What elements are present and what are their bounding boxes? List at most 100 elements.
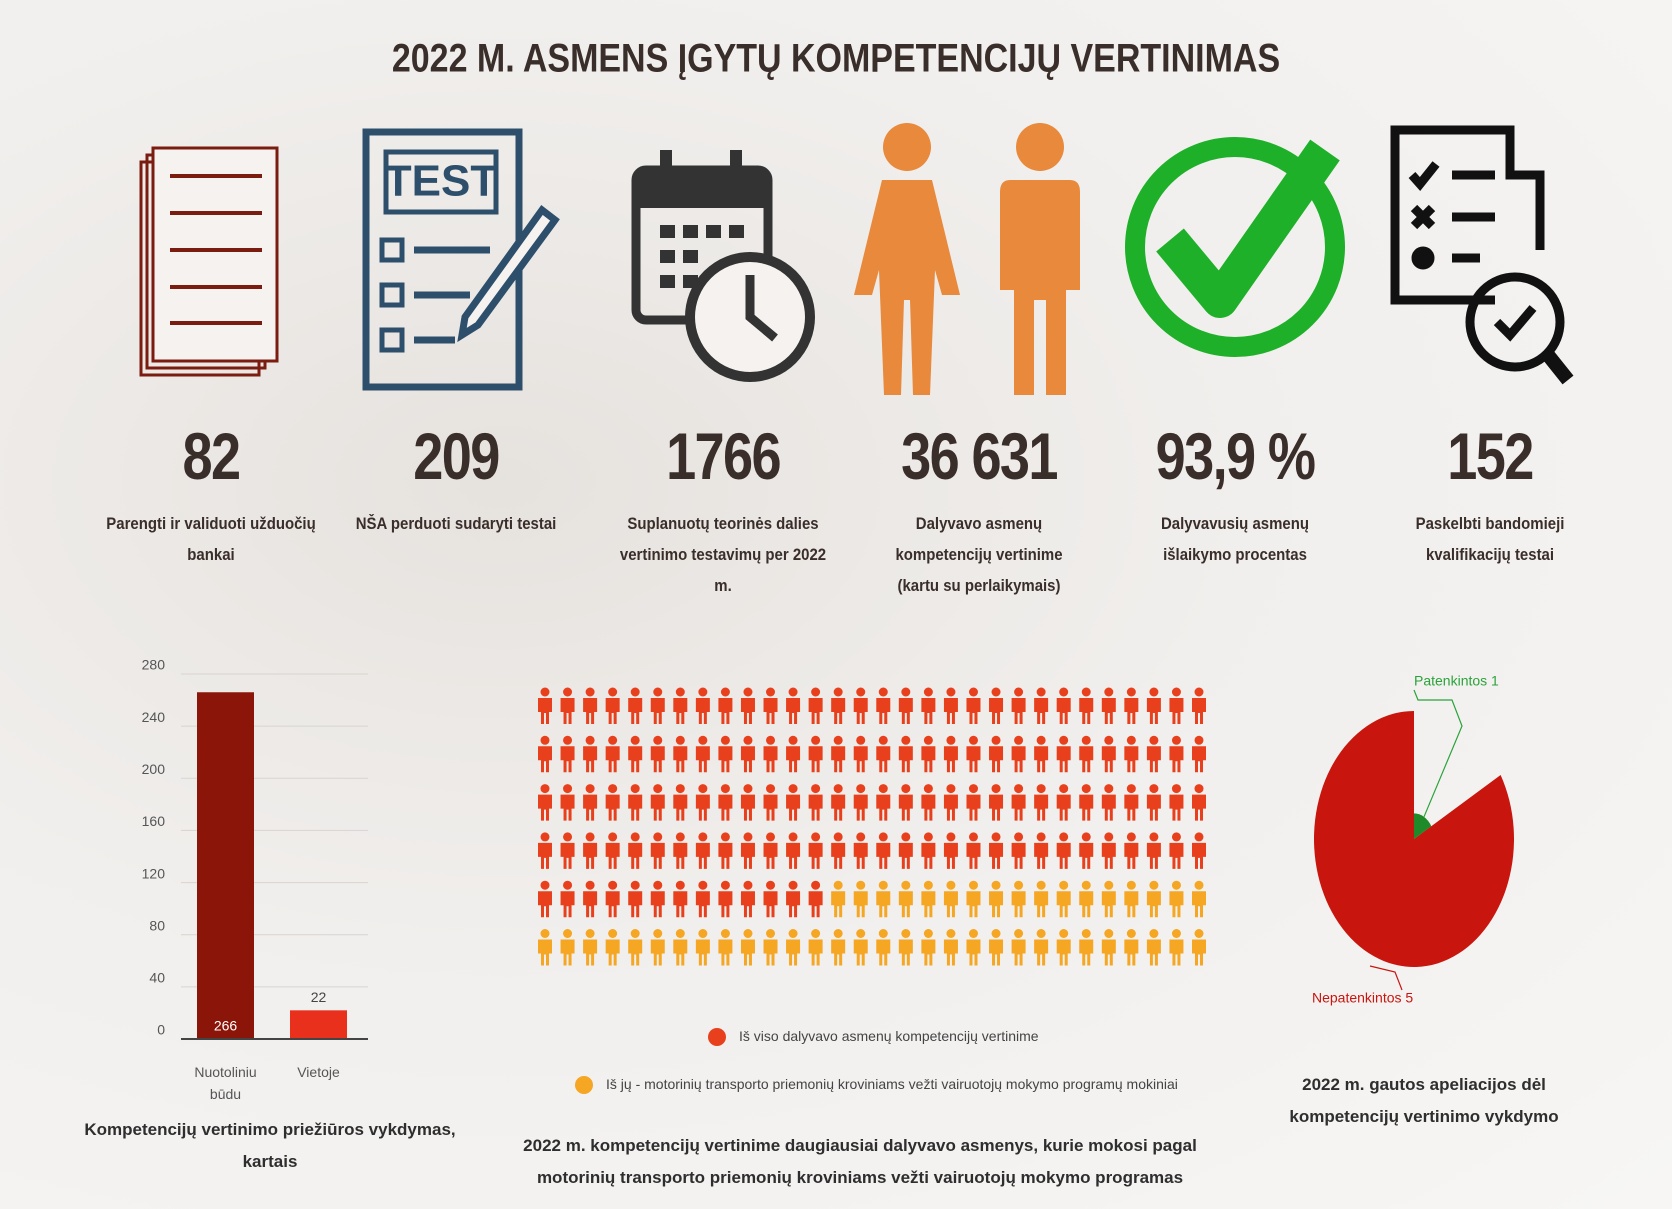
person-icon [560, 784, 575, 821]
person-head [766, 784, 776, 794]
person-body [560, 794, 575, 821]
person-icon [1011, 880, 1026, 918]
person-icon [560, 735, 575, 773]
person-body [966, 794, 981, 821]
person-icon [560, 880, 575, 918]
person-icon [808, 832, 823, 869]
person-body [943, 794, 958, 821]
person-body [921, 794, 936, 821]
person-body [650, 746, 665, 773]
person-body [1011, 794, 1026, 821]
person-icon [989, 832, 1004, 869]
person-head [1036, 880, 1046, 890]
stat-label: Suplanuotų teorinės dalies vertinimo tes… [619, 514, 827, 595]
person-head [878, 832, 888, 842]
person-head [1014, 687, 1024, 697]
person-head [788, 687, 798, 697]
person-body [673, 698, 688, 724]
person-head [901, 880, 911, 890]
legend-dot [708, 1028, 726, 1046]
person-head [563, 784, 573, 794]
person-body [605, 891, 620, 918]
person-icon [718, 735, 733, 773]
person-head [766, 832, 776, 842]
person-head [811, 735, 821, 745]
person-body [943, 891, 958, 918]
person-icon [673, 735, 688, 773]
stat-label: Dalyvavo asmenų kompetencijų vertinime (… [895, 514, 1063, 595]
person-icon [695, 735, 710, 773]
person-icon [786, 832, 801, 869]
person-icon [1192, 929, 1206, 966]
person-icon [628, 929, 643, 966]
person-head [856, 880, 866, 890]
person-body [560, 746, 575, 773]
person-head [856, 929, 866, 938]
person-body [1056, 842, 1071, 869]
person-icon [831, 929, 846, 966]
person-icon [1056, 784, 1071, 821]
leader-line [1369, 965, 1403, 991]
person-body [718, 746, 733, 773]
person-head [720, 687, 730, 697]
person-icon [1169, 880, 1184, 918]
person-icon [1124, 687, 1139, 724]
stat-value: 209 [413, 419, 500, 493]
person-head [1171, 687, 1181, 697]
person-head [653, 784, 663, 794]
person-body [628, 746, 643, 773]
person-head [991, 832, 1001, 842]
person-body [740, 842, 755, 869]
person-body [786, 794, 801, 821]
person-head [653, 832, 663, 842]
person-body [673, 746, 688, 773]
person-icon [583, 735, 598, 773]
person-icon [1192, 832, 1206, 869]
stat: 209 NŠA perduoti sudaryti testai [336, 418, 576, 539]
person-icon [1079, 735, 1094, 773]
person-head [923, 880, 933, 890]
person-body [1101, 939, 1116, 966]
person-head [1081, 832, 1091, 842]
person-head [608, 832, 618, 842]
person-icon [1034, 832, 1049, 869]
person-body [853, 746, 868, 773]
person-icon [740, 687, 755, 724]
y-tick-label: 160 [142, 813, 166, 829]
person-head [946, 832, 956, 842]
person-head [720, 735, 730, 745]
person-body [763, 698, 778, 724]
person-icon [1034, 687, 1049, 724]
person-icon [808, 880, 823, 918]
person-body [808, 746, 823, 773]
person-icon [1056, 735, 1071, 773]
person-head [540, 929, 550, 938]
person-icon [695, 784, 710, 821]
person-icon [605, 880, 620, 918]
person-head [878, 929, 888, 938]
person-head [653, 735, 663, 745]
person-body [808, 891, 823, 918]
person-icon [989, 929, 1004, 966]
stat-label: Dalyvavusių asmenų išlaikymo procentas [1160, 514, 1310, 564]
person-icon [1079, 832, 1094, 869]
person-head [743, 880, 753, 890]
person-icon [650, 687, 665, 724]
person-body [808, 698, 823, 724]
person-head [833, 929, 843, 938]
person-icon [718, 832, 733, 869]
person-icon [628, 880, 643, 918]
person-icon [876, 784, 891, 821]
person-body [1146, 891, 1161, 918]
person-icon [989, 880, 1004, 918]
person-head [540, 784, 550, 794]
person-icon [898, 735, 913, 773]
person-body [1011, 746, 1026, 773]
person-head [878, 784, 888, 794]
person-head [540, 832, 550, 842]
person-head [811, 832, 821, 842]
person-head [1126, 784, 1136, 794]
person-head [968, 687, 978, 697]
person-icon [605, 929, 620, 966]
person-body [921, 842, 936, 869]
